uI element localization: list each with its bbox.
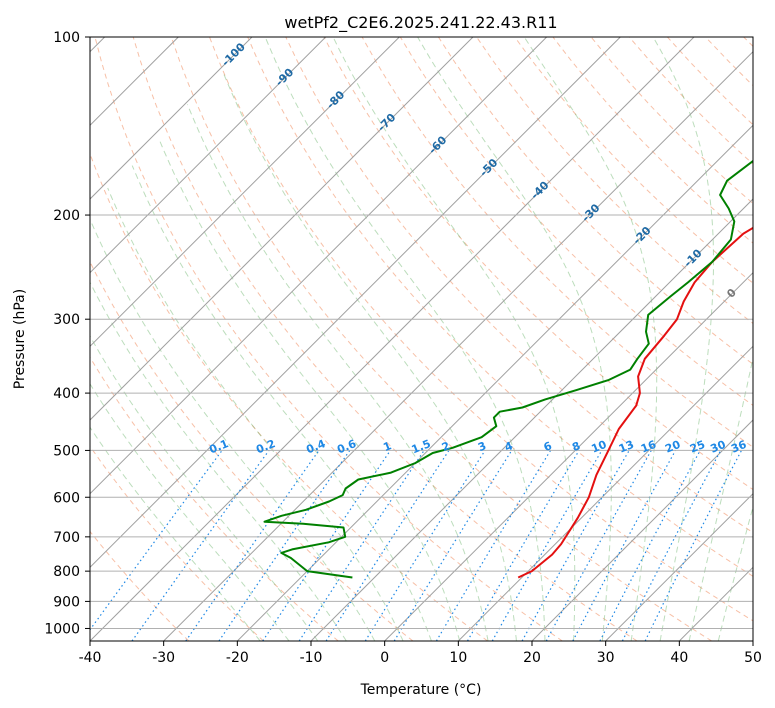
mixing-ratio-line bbox=[364, 450, 486, 641]
x-tick-label: -20 bbox=[226, 650, 249, 666]
isotherm-line bbox=[163, 50, 753, 641]
mixing-ratio-label: 20 bbox=[663, 438, 682, 456]
y-tick-label: 400 bbox=[53, 386, 80, 402]
mixing-ratio-label: 16 bbox=[639, 438, 658, 456]
plot-frame bbox=[89, 36, 754, 642]
mixing-ratio-line bbox=[218, 450, 351, 641]
mixing-ratio-label: 8 bbox=[570, 439, 582, 454]
isotherm-line bbox=[384, 271, 753, 641]
y-tick-label: 900 bbox=[53, 594, 80, 610]
moist-adiabat-line bbox=[523, 37, 658, 641]
mixing-ratio-label: 1 bbox=[381, 439, 393, 454]
chart-title: wetPf2_C2E6.2025.241.22.43.R11 bbox=[284, 13, 557, 33]
isotherm-line bbox=[457, 345, 753, 641]
y-axis: 100 200 300 400 500 600 700 800 900 1000 bbox=[44, 30, 90, 637]
x-tick-label: 10 bbox=[449, 650, 467, 666]
mixing-ratio-line bbox=[262, 450, 391, 641]
mixing-ratio-line bbox=[325, 450, 450, 641]
dry-adiabat-line bbox=[90, 152, 488, 641]
dry-adiabat-line bbox=[514, 37, 753, 284]
mixing-ratio-label: 25 bbox=[688, 438, 707, 456]
isotherm-line bbox=[90, 37, 253, 200]
mixing-ratio-label: 10 bbox=[589, 438, 608, 456]
series-layer bbox=[263, 159, 753, 579]
x-tick-label: -30 bbox=[152, 650, 175, 666]
isotherm-line bbox=[90, 37, 327, 274]
y-tick-label: 300 bbox=[53, 312, 80, 328]
dry-adiabat-line bbox=[90, 530, 190, 641]
isotherm-line bbox=[531, 419, 753, 641]
background-lines bbox=[90, 37, 753, 641]
isotherm-line bbox=[236, 124, 753, 641]
dry-adiabat-line bbox=[170, 37, 712, 641]
moist-adiabat-line bbox=[90, 281, 347, 641]
isotherm-line bbox=[310, 198, 753, 641]
y-tick-label: 500 bbox=[53, 443, 80, 459]
x-axis-title: Temperature (°C) bbox=[360, 682, 482, 698]
mixing-ratio-label: 3 bbox=[476, 439, 488, 454]
mixing-ratio-label: 30 bbox=[709, 438, 728, 456]
mixing-ratio-line bbox=[298, 450, 425, 641]
moist-adiabat-line bbox=[90, 382, 290, 641]
dry-adiabat-line bbox=[132, 37, 638, 641]
moist-adiabat-line bbox=[222, 72, 517, 641]
dewpoint-profile-line bbox=[263, 159, 753, 579]
isotherm-line bbox=[90, 37, 695, 641]
y-tick-label: 600 bbox=[53, 490, 80, 506]
y-tick-label: 200 bbox=[53, 208, 80, 224]
moist-adiabat-line bbox=[717, 505, 753, 641]
mixing-ratio-line bbox=[185, 450, 320, 641]
isotherm-line bbox=[752, 640, 753, 641]
moist-adiabat-line bbox=[688, 355, 753, 641]
moist-adiabat-line bbox=[186, 104, 489, 641]
x-tick-label: 40 bbox=[670, 650, 688, 666]
dry-adiabat-line bbox=[399, 37, 753, 407]
dry-adiabat-line bbox=[90, 445, 264, 641]
x-axis: -40 -30 -20 -10 0 10 20 30 40 50 bbox=[79, 641, 762, 666]
moist-adiabat-line bbox=[90, 335, 319, 641]
x-tick-label: 0 bbox=[380, 650, 389, 666]
mixing-ratio-line bbox=[131, 450, 270, 641]
isotherm-line bbox=[90, 37, 400, 348]
mixing-ratio-line bbox=[644, 450, 743, 641]
moist-adiabat-line bbox=[107, 187, 404, 641]
dry-adiabat-line bbox=[94, 37, 563, 641]
moist-adiabat-line bbox=[652, 37, 714, 641]
x-tick-label: 50 bbox=[744, 650, 762, 666]
pressure-gridlines bbox=[90, 37, 753, 629]
mixing-ratio-line bbox=[393, 450, 513, 641]
isotherm-line bbox=[90, 37, 548, 495]
dry-adiabat-line bbox=[209, 37, 753, 622]
temperature-profile-line bbox=[517, 226, 753, 579]
mixing-ratio-label: 13 bbox=[617, 438, 636, 456]
y-tick-label: 100 bbox=[53, 30, 80, 46]
isotherm-line bbox=[90, 37, 474, 421]
x-tick-label: 20 bbox=[523, 650, 541, 666]
mixing-ratio-line bbox=[435, 450, 552, 641]
moist-adiabat-line bbox=[131, 165, 432, 641]
x-tick-label: -10 bbox=[300, 650, 323, 666]
mixing-ratio-label: 2 bbox=[440, 439, 452, 454]
x-tick-label: -40 bbox=[79, 650, 102, 666]
x-tick-label: 30 bbox=[597, 650, 615, 666]
isotherm-line bbox=[605, 492, 753, 641]
y-axis-title: Pressure (hPa) bbox=[12, 289, 28, 389]
plot-background bbox=[90, 37, 753, 641]
mixing-ratio-line bbox=[545, 450, 652, 641]
moist-adiabat-line bbox=[264, 37, 546, 641]
y-tick-label: 800 bbox=[53, 564, 80, 580]
mixing-ratio-label: 36 bbox=[729, 438, 748, 456]
moist-adiabat-line bbox=[90, 426, 261, 641]
y-tick-label: 1000 bbox=[44, 621, 80, 637]
isotherm-line bbox=[90, 37, 621, 569]
dry-adiabat-line bbox=[247, 37, 753, 577]
moist-adiabat-line bbox=[417, 37, 612, 641]
mixing-ratio-line bbox=[466, 450, 580, 641]
y-tick-label: 700 bbox=[53, 530, 80, 546]
mixing-ratio-line bbox=[572, 450, 677, 641]
